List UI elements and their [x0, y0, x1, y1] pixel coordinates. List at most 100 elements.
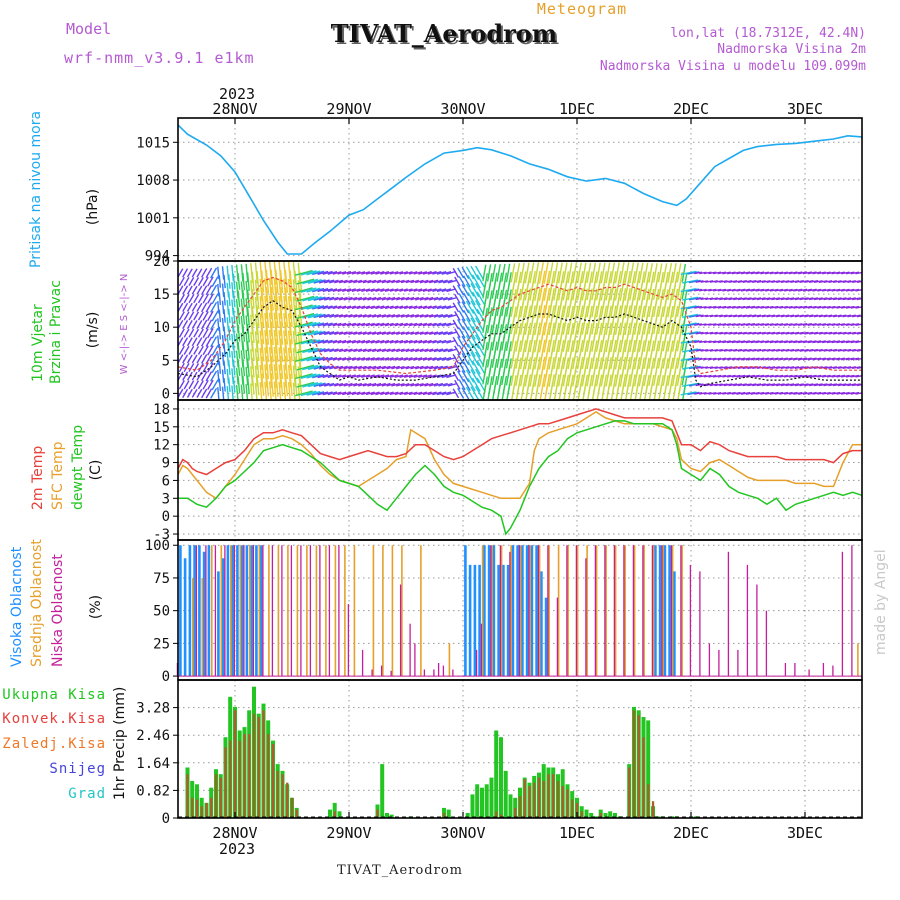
wind-arrow — [196, 302, 203, 312]
wind-arrow — [576, 262, 582, 284]
wind-arrow — [793, 288, 803, 292]
precip-convective-bar — [290, 797, 294, 818]
wind-arrow — [719, 314, 728, 318]
wind-arrow — [583, 340, 589, 361]
wind-arrow — [817, 271, 827, 275]
wind-arrow — [470, 351, 480, 366]
wind-arrow — [678, 375, 683, 395]
wind-arrow — [559, 305, 565, 327]
wind-arrow — [275, 355, 279, 380]
wind-arrow — [273, 381, 277, 400]
wind-arrow — [292, 365, 296, 387]
wind-arrow — [270, 372, 274, 397]
wind-arrow — [467, 309, 476, 323]
wind-arrow — [343, 279, 353, 284]
cloud-side-label-high: Visoka Oblacnost — [9, 546, 25, 667]
wind-arrow — [821, 271, 831, 275]
wind-arrow — [338, 365, 348, 370]
wind-arrow — [719, 366, 728, 369]
wind-arrow — [797, 323, 808, 326]
wind-arrow — [324, 382, 335, 387]
wind-arrow — [559, 288, 565, 310]
wind-arrow — [728, 280, 738, 283]
wind-arrow — [251, 288, 255, 309]
precip-total-bar — [499, 737, 503, 818]
wind-arrow — [226, 351, 230, 367]
wind-arrow — [831, 391, 841, 395]
wind-arrow — [683, 289, 688, 308]
wind-arrow — [441, 339, 452, 344]
y-tick-label: 3.28 — [136, 701, 170, 717]
wind-arrow — [178, 362, 185, 373]
wind-arrow — [217, 369, 220, 383]
wind-arrow — [635, 288, 641, 310]
wind-arrow — [705, 331, 714, 335]
wind-arrow — [202, 311, 209, 321]
wind-arrow — [760, 340, 770, 344]
wind-arrow — [793, 374, 803, 378]
wind-arrow — [813, 383, 823, 387]
wind-arrow — [300, 270, 317, 276]
wind-arrow — [338, 382, 348, 387]
wind-arrow — [446, 357, 457, 361]
wind-arrow — [251, 374, 255, 395]
wind-arrow — [673, 323, 679, 344]
wind-arrow — [597, 288, 603, 309]
wind-arrow — [559, 322, 565, 344]
wind-arrow — [343, 331, 353, 335]
wind-arrow — [312, 373, 325, 379]
wind-arrow — [775, 348, 785, 352]
wind-arrow — [410, 314, 419, 318]
wind-arrow — [410, 331, 419, 335]
wind-arrow — [458, 362, 466, 374]
wind-arrow — [261, 356, 265, 379]
wind-arrow — [283, 330, 287, 354]
precip-convective-bar — [637, 715, 640, 818]
wind-arrow — [221, 283, 225, 297]
wind-arrow — [372, 348, 382, 353]
wind-arrow — [343, 314, 353, 318]
wind-arrow — [452, 319, 460, 330]
wind-arrow — [809, 383, 819, 387]
wind-arrow — [358, 279, 367, 284]
wind-arrow — [755, 340, 765, 344]
wind-arrow — [358, 331, 367, 335]
wind-arrow — [747, 366, 757, 370]
wind-arrow — [457, 336, 465, 348]
wind-arrow — [530, 339, 536, 361]
wind-arrow — [268, 295, 273, 320]
wind-arrow — [621, 322, 627, 344]
wind-arrow — [178, 294, 185, 304]
wind-arrow — [197, 277, 204, 287]
wind-arrow — [436, 339, 447, 344]
wind-arrow — [375, 339, 385, 344]
wind-arrow — [470, 369, 480, 384]
wind-arrow — [413, 357, 423, 361]
wind-arrow — [337, 374, 347, 378]
wind-arrow — [408, 305, 418, 310]
wind-arrow — [264, 312, 268, 337]
wind-arrow — [183, 345, 190, 355]
wind-arrow — [823, 383, 833, 387]
wind-arrow — [235, 281, 239, 299]
year-label-bottom: 2023 — [219, 840, 255, 858]
wind-arrow — [769, 374, 779, 378]
wind-arrow — [726, 340, 736, 344]
wind-arrow — [616, 322, 622, 344]
wind-arrow — [422, 374, 432, 378]
wind-arrow — [284, 338, 289, 362]
wind-arrow — [246, 272, 250, 291]
wind-arrow — [405, 365, 415, 370]
wind-arrow — [717, 305, 727, 309]
wind-arrow — [719, 297, 728, 301]
wind-arrow — [256, 357, 260, 379]
wind-arrow — [287, 347, 292, 371]
wind-arrow — [545, 339, 551, 362]
wind-arrow — [488, 341, 493, 360]
wind-arrow — [356, 357, 366, 361]
wind-arrow — [680, 322, 697, 327]
wind-arrow — [842, 314, 852, 318]
wind-arrow — [747, 348, 757, 352]
wind-arrow — [231, 333, 234, 350]
